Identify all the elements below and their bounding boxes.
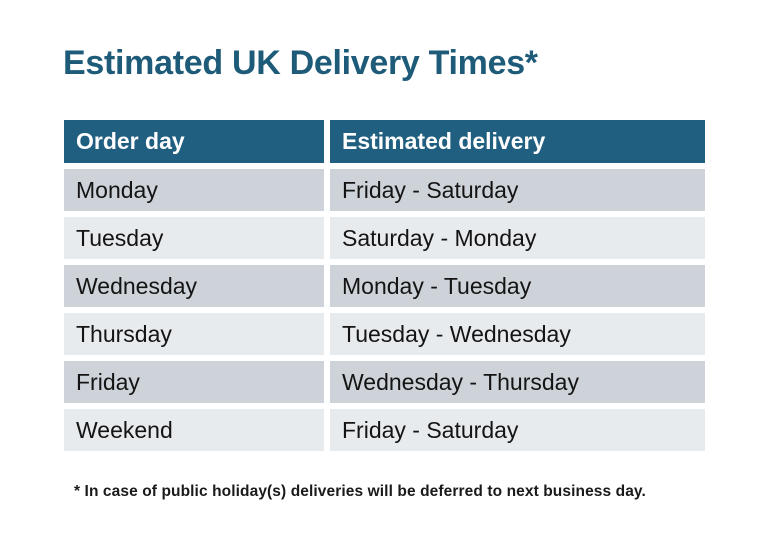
cell-order-day-weekend: Weekend (64, 409, 324, 451)
delivery-times-table: Order day Estimated delivery Monday Frid… (64, 120, 705, 451)
cell-order-day-monday: Monday (64, 169, 324, 211)
column-header-estimated-delivery: Estimated delivery (330, 120, 705, 163)
cell-delivery-wednesday: Monday - Tuesday (330, 265, 705, 307)
cell-order-day-tuesday: Tuesday (64, 217, 324, 259)
cell-delivery-weekend: Friday - Saturday (330, 409, 705, 451)
cell-delivery-tuesday: Saturday - Monday (330, 217, 705, 259)
column-header-order-day: Order day (64, 120, 324, 163)
cell-delivery-monday: Friday - Saturday (330, 169, 705, 211)
cell-delivery-thursday: Tuesday - Wednesday (330, 313, 705, 355)
page-title: Estimated UK Delivery Times* (63, 44, 538, 82)
cell-order-day-friday: Friday (64, 361, 324, 403)
cell-order-day-wednesday: Wednesday (64, 265, 324, 307)
cell-order-day-thursday: Thursday (64, 313, 324, 355)
cell-delivery-friday: Wednesday - Thursday (330, 361, 705, 403)
footnote: * In case of public holiday(s) deliverie… (74, 483, 646, 500)
